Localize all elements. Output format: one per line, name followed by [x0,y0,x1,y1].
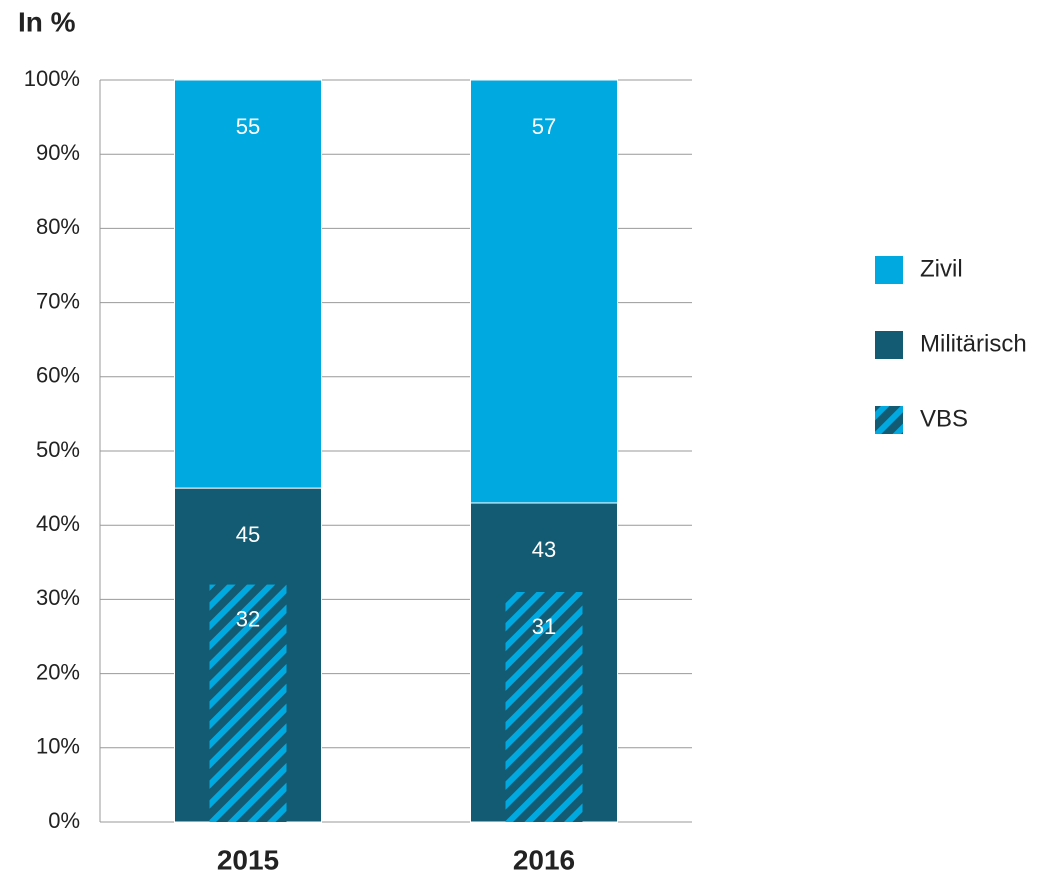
legend-label: Militärisch [920,330,1027,357]
y-tick-label: 70% [36,288,80,313]
y-tick-label: 60% [36,363,80,388]
y-tick-label: 50% [36,437,80,462]
bar-segment [174,79,322,489]
chart-title: In % [18,6,76,37]
legend-swatch [875,331,903,359]
data-label: 43 [532,537,556,562]
legend-label: Zivil [920,255,963,282]
y-tick-label: 100% [24,66,80,91]
y-tick-label: 0% [48,808,80,833]
bar-segment [505,591,583,822]
legend-swatch [875,256,903,284]
data-label: 57 [532,114,556,139]
legend-label: VBS [920,405,968,432]
data-label: 45 [236,522,260,547]
y-tick-label: 30% [36,585,80,610]
bar-segment [470,79,618,504]
data-label: 31 [532,614,556,639]
y-tick-label: 10% [36,734,80,759]
data-label: 55 [236,114,260,139]
data-label: 32 [236,606,260,631]
y-tick-label: 20% [36,659,80,684]
y-tick-label: 40% [36,511,80,536]
x-tick-label: 2015 [217,844,279,875]
bar-segment [209,584,287,822]
y-tick-label: 80% [36,214,80,239]
x-tick-label: 2016 [513,844,575,875]
legend-swatch [875,406,903,434]
y-tick-label: 90% [36,140,80,165]
